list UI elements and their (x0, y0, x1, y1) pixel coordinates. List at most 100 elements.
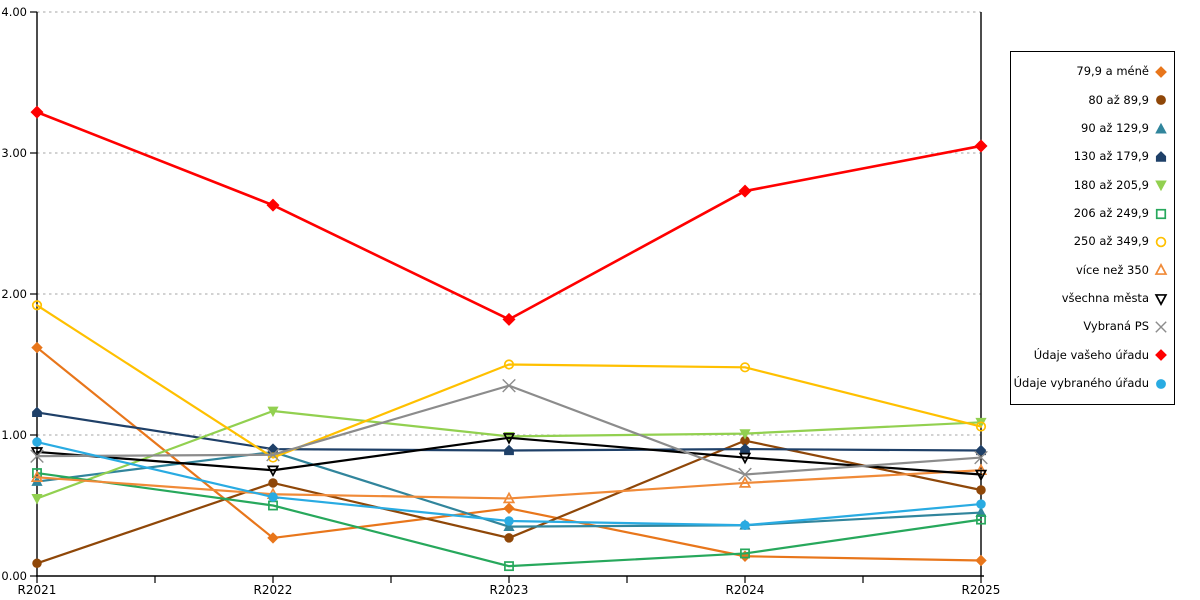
legend-item-11: Údaje vašeho úřadu (1015, 348, 1168, 362)
legend-item-4: 130 až 179,9 (1015, 150, 1168, 164)
legend-label: Údaje vašeho úřadu (1033, 347, 1149, 362)
diamond-marker-icon (502, 312, 516, 326)
legend-item-1: 79,9 a méně (1015, 65, 1168, 79)
diamond-marker-icon (1155, 66, 1167, 79)
y-tick-label: 3.00 (1, 146, 27, 160)
square-marker-icon (1155, 208, 1167, 219)
legend-label: Vybraná PS (1083, 319, 1149, 334)
diamond-marker-icon (975, 554, 987, 567)
x-tick-label: R2022 (254, 583, 293, 597)
legend-label: 90 až 129,9 (1081, 121, 1149, 136)
legend-label: 206 až 249,9 (1073, 206, 1149, 221)
circle-marker-icon (1156, 378, 1166, 389)
series-11 (30, 105, 988, 326)
diamond-marker-icon (738, 184, 752, 198)
series-7 (31, 300, 987, 463)
legend-item-8: více než 350 (1015, 263, 1168, 277)
legend-label: více než 350 (1075, 262, 1149, 277)
triangle-down-marker-icon (266, 465, 280, 478)
circle-marker-icon (740, 520, 750, 530)
triangle-down-marker-icon (30, 447, 44, 459)
triangle-up-marker-icon (975, 506, 987, 517)
y-tick-label: 4.00 (1, 5, 27, 19)
diamond-marker-icon (503, 502, 515, 515)
x-marker-icon (1155, 321, 1167, 333)
x-marker-icon (502, 378, 516, 393)
circle-marker-icon (504, 533, 514, 543)
legend-triangle-up-icon (1155, 122, 1167, 134)
series-2 (32, 435, 986, 569)
circle-marker-icon (31, 300, 43, 311)
series-8 (30, 463, 988, 504)
circle-marker-icon (1156, 95, 1166, 106)
triangle-up-marker-icon (30, 470, 44, 483)
legend-circle-icon (1156, 378, 1166, 389)
pentagon-marker-icon (976, 444, 986, 456)
triangle-down-marker-icon (739, 429, 751, 440)
triangle-down-marker-icon (1155, 180, 1167, 192)
series-line (35, 110, 983, 321)
x-tick-label: R2025 (962, 583, 1001, 597)
series-10 (30, 378, 988, 482)
series-9 (30, 433, 988, 482)
triangle-down-marker-icon (31, 494, 43, 505)
diamond-marker-icon (266, 198, 280, 212)
y-tick-label: 1.00 (1, 428, 27, 442)
legend-item-9: všechna města (1015, 292, 1168, 306)
triangle-up-marker-icon (1155, 122, 1167, 134)
legend-label: Údaje vybraného úřadu (1013, 376, 1149, 391)
x-tick-label: R2023 (490, 583, 529, 597)
legend-label: 130 až 179,9 (1073, 149, 1149, 164)
circle-marker-icon (504, 516, 514, 526)
x-tick-label: R2024 (726, 583, 765, 597)
legend-diamond-icon (1155, 349, 1167, 362)
x-marker-icon (266, 447, 280, 462)
legend-x-icon (1155, 321, 1167, 333)
legend-diamond-icon (1155, 66, 1167, 79)
triangle-down-marker-icon (1154, 293, 1168, 306)
circle-marker-icon (1155, 236, 1167, 248)
series-line (35, 411, 983, 452)
legend-triangle-down-icon (1155, 180, 1167, 192)
square-marker-icon (504, 561, 514, 572)
triangle-up-marker-icon (1154, 263, 1168, 276)
legend: 79,9 a méně 80 až 89,9 90 až 129,9 130 až 1… (1010, 51, 1175, 405)
pentagon-marker-icon (1155, 151, 1167, 162)
legend-item-10: Vybraná PS (1015, 320, 1168, 334)
legend-label: 80 až 89,9 (1088, 92, 1149, 107)
diamond-marker-icon (30, 105, 44, 119)
legend-item-3: 90 až 129,9 (1015, 122, 1168, 136)
circle-marker-icon (268, 478, 278, 488)
legend-pentagon-icon (1155, 151, 1167, 162)
y-tick-label: 0.00 (1, 569, 27, 583)
circle-marker-icon (268, 492, 278, 502)
circle-marker-icon (503, 359, 515, 370)
triangle-down-marker-icon (267, 406, 279, 418)
diamond-marker-icon (31, 341, 43, 354)
pentagon-marker-icon (740, 443, 750, 454)
legend-circle-icon (1156, 95, 1166, 106)
legend-item-5: 180 až 205,9 (1015, 178, 1168, 192)
triangle-down-marker-icon (974, 469, 988, 482)
series-line (35, 471, 983, 568)
x-marker-icon (974, 450, 988, 465)
circle-marker-icon (267, 452, 279, 463)
triangle-up-marker-icon (503, 520, 515, 532)
circle-marker-icon (739, 362, 751, 373)
legend-square-icon (1155, 208, 1167, 219)
series-line (35, 304, 983, 459)
diamond-marker-icon (267, 532, 279, 544)
diamond-marker-icon (974, 139, 988, 153)
square-marker-icon (740, 548, 750, 559)
y-tick-label: 2.00 (1, 287, 27, 301)
circle-marker-icon (976, 485, 986, 495)
series-1 (31, 341, 987, 567)
circle-marker-icon (975, 421, 987, 432)
circle-marker-icon (976, 499, 986, 509)
legend-label: 79,9 a méně (1076, 64, 1149, 79)
legend-item-2: 80 až 89,9 (1015, 93, 1168, 107)
triangle-down-marker-icon (502, 433, 516, 445)
legend-label: 180 až 205,9 (1073, 177, 1149, 192)
triangle-up-marker-icon (738, 476, 752, 488)
legend-label: 250 až 349,9 (1073, 234, 1149, 249)
